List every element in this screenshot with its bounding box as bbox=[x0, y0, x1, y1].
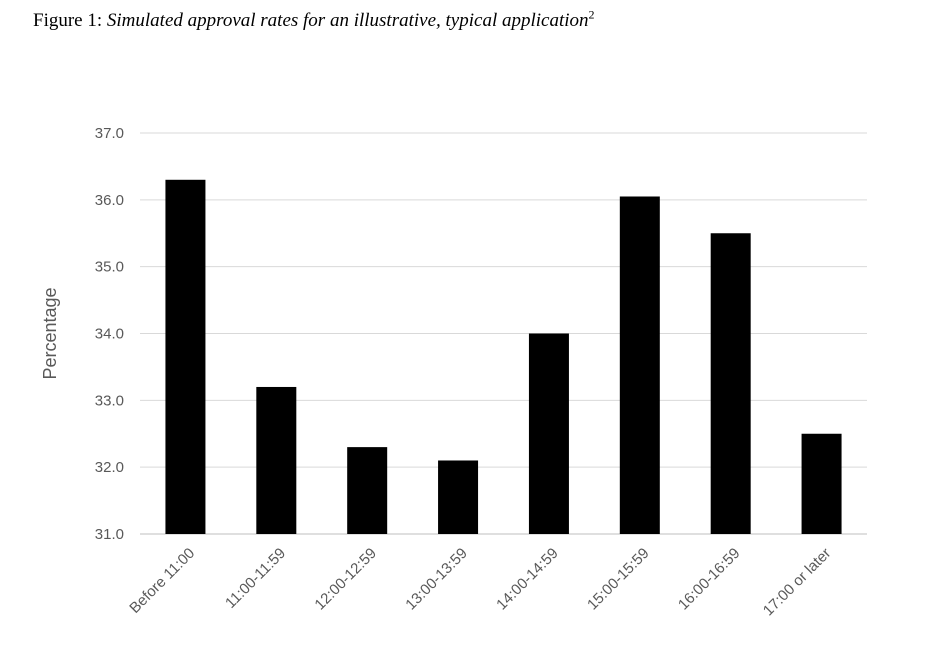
y-axis-ticks: 31.0 32.0 33.0 34.0 35.0 36.0 37.0 bbox=[95, 125, 124, 543]
x-axis-ticks: Before 11:00 11:00-11:59 12:00-12:59 13:00-… bbox=[126, 545, 834, 620]
bar bbox=[347, 447, 388, 534]
x-tick-label: 13:00-13:59 bbox=[402, 545, 471, 614]
y-tick-label: 37.0 bbox=[95, 125, 124, 142]
bar-series bbox=[165, 179, 842, 535]
figure-footnote-marker: 2 bbox=[588, 7, 595, 22]
x-tick-label: 15:00-15:59 bbox=[584, 545, 653, 614]
bar bbox=[438, 460, 479, 534]
y-tick-label: 35.0 bbox=[95, 259, 124, 276]
y-axis-title: Percentage bbox=[40, 287, 60, 379]
x-tick-label: 17:00 or later bbox=[760, 545, 835, 620]
x-tick-label: Before 11:00 bbox=[126, 545, 198, 617]
bar bbox=[165, 179, 206, 535]
figure-label: Figure 1: bbox=[33, 10, 103, 31]
gridlines bbox=[140, 132, 867, 535]
y-tick-label: 31.0 bbox=[95, 526, 124, 543]
figure-caption: Figure 1: Simulated approval rates for a… bbox=[33, 7, 595, 32]
bar bbox=[528, 333, 569, 534]
bar bbox=[801, 433, 842, 534]
bar bbox=[256, 386, 297, 534]
figure-title: Simulated approval rates for an illustra… bbox=[106, 10, 589, 31]
x-tick-label: 16:00-16:59 bbox=[675, 545, 744, 614]
y-tick-label: 32.0 bbox=[95, 459, 124, 476]
bar bbox=[710, 233, 751, 534]
x-tick-label: 14:00-14:59 bbox=[493, 545, 562, 614]
x-tick-label: 12:00-12:59 bbox=[311, 545, 380, 614]
y-tick-label: 33.0 bbox=[95, 392, 124, 409]
bar bbox=[619, 196, 660, 534]
y-tick-label: 36.0 bbox=[95, 192, 124, 209]
y-tick-label: 34.0 bbox=[95, 326, 124, 343]
x-tick-label: 11:00-11:59 bbox=[222, 545, 289, 612]
